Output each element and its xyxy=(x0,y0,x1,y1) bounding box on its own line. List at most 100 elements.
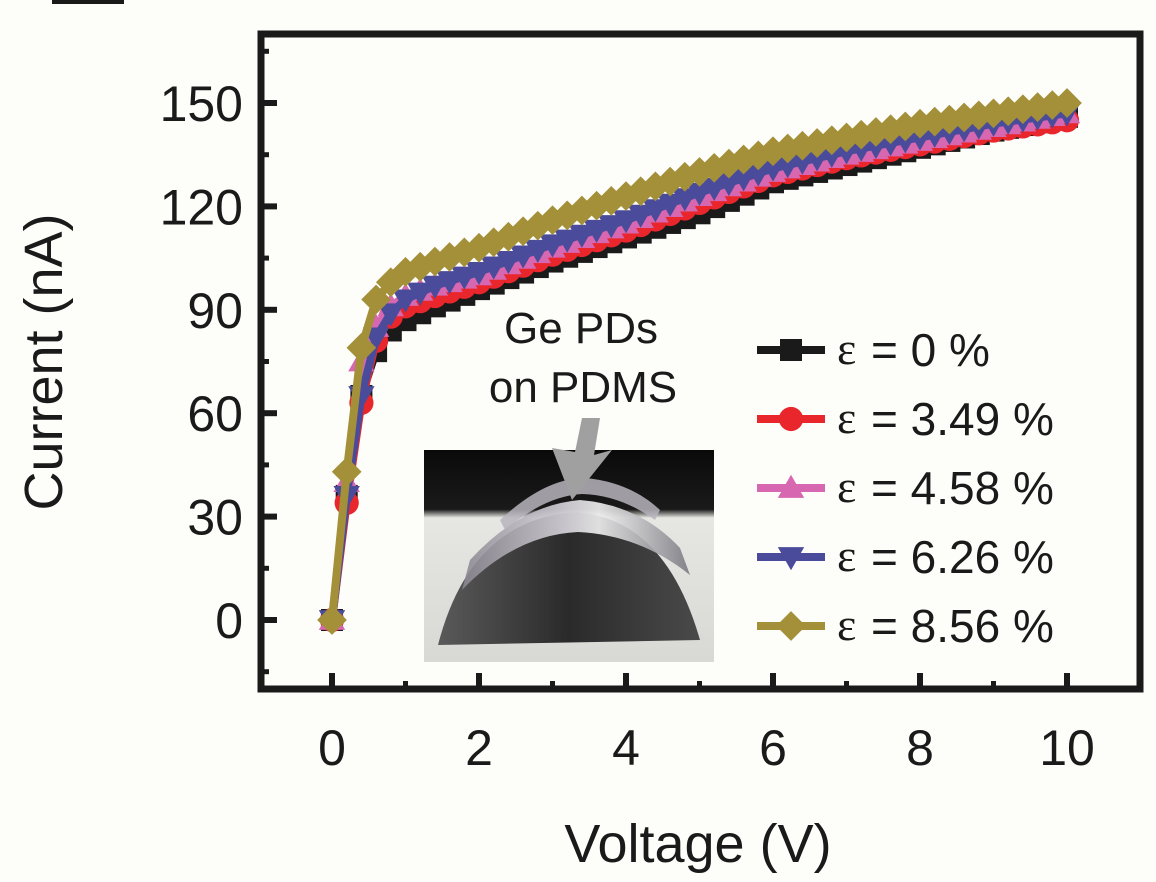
data-point xyxy=(392,289,419,313)
arrow-icon xyxy=(552,418,612,500)
series-4 xyxy=(317,88,1082,635)
data-point xyxy=(671,188,698,212)
data-point xyxy=(598,215,625,239)
x-tick-label: 8 xyxy=(906,720,934,776)
data-point xyxy=(612,210,640,234)
legend-marker xyxy=(780,339,802,361)
data-point xyxy=(875,114,906,145)
legend-epsilon: ε xyxy=(837,323,856,374)
data-point xyxy=(743,140,774,171)
legend-label: = 6.26 % xyxy=(871,531,1054,583)
data-point xyxy=(728,144,759,175)
data-point xyxy=(686,182,713,206)
legend: ε = 0 % ε = 3.49 % ε = 4.58 % ε = 6.26 % ε = 8.56… xyxy=(757,323,1054,652)
data-point xyxy=(583,219,610,244)
annotation-arrow xyxy=(552,418,612,500)
x-tick-label: 10 xyxy=(1039,720,1095,776)
legend-epsilon: ε xyxy=(837,461,856,512)
legend-item: ε = 3.49 % xyxy=(757,392,1054,445)
data-point xyxy=(596,186,627,216)
y-tick-label: 120 xyxy=(160,179,243,235)
ticks: 0 2 4 6 8 10 0 30 60 90 120 150 xyxy=(160,48,1095,776)
data-point xyxy=(317,605,347,635)
legend-label: = 0 % xyxy=(871,324,990,376)
x-axis-title: Voltage (V) xyxy=(564,814,831,874)
data-point xyxy=(508,216,538,247)
photo-pdms-strip xyxy=(462,500,690,590)
data-point xyxy=(701,177,728,201)
inset-photo xyxy=(424,450,714,662)
data-point xyxy=(361,284,391,315)
y-axis-title: Current (nA) xyxy=(14,213,74,510)
x-tick-label: 2 xyxy=(465,720,493,776)
data-point xyxy=(642,199,669,223)
data-point xyxy=(493,221,524,252)
data-point xyxy=(407,282,434,306)
data-point xyxy=(745,163,772,187)
data-point xyxy=(818,144,845,168)
annotation-line2: on PDMS xyxy=(489,363,677,412)
data-point xyxy=(655,166,685,197)
data-point xyxy=(522,210,553,241)
x-tick-label: 0 xyxy=(318,720,346,776)
data-point xyxy=(346,332,377,363)
data-point xyxy=(539,234,566,258)
data-point xyxy=(449,237,480,268)
data-point xyxy=(495,250,522,275)
legend-item: ε = 0 % xyxy=(757,323,990,376)
data-point xyxy=(1052,88,1082,118)
data-point xyxy=(434,242,465,272)
data-point xyxy=(802,128,832,158)
data-point xyxy=(656,193,684,217)
data-point xyxy=(803,148,831,172)
y-tick-label: 60 xyxy=(187,386,243,442)
data-point xyxy=(949,102,979,133)
data-point xyxy=(816,125,847,156)
data-point xyxy=(465,261,493,286)
data-point xyxy=(627,204,654,228)
data-point xyxy=(554,229,581,253)
data-point xyxy=(759,158,787,182)
data-point xyxy=(789,151,816,175)
legend-label: = 3.49 % xyxy=(871,393,1054,445)
x-tick-label: 6 xyxy=(759,720,787,776)
y-tick-label: 90 xyxy=(187,283,243,339)
data-point xyxy=(451,266,478,290)
data-point xyxy=(421,275,449,299)
data-point xyxy=(377,303,404,327)
legend-item: ε = 6.26 % xyxy=(757,530,1054,583)
y-tick-label: 150 xyxy=(160,76,243,132)
data-point xyxy=(715,173,743,197)
legend-item: ε = 4.58 % xyxy=(757,461,1054,514)
data-point xyxy=(774,155,801,179)
data-point xyxy=(730,168,757,192)
data-point xyxy=(509,245,537,269)
series-layer xyxy=(317,88,1082,635)
legend-label: = 4.58 % xyxy=(871,462,1054,514)
legend-epsilon: ε xyxy=(837,599,856,650)
legend-epsilon: ε xyxy=(837,530,856,581)
y-tick-label: 30 xyxy=(187,490,243,546)
data-point xyxy=(581,190,612,221)
legend-label: = 8.56 % xyxy=(871,600,1054,652)
legend-epsilon: ε xyxy=(837,392,856,443)
data-point xyxy=(846,119,877,150)
y-tick-label: 0 xyxy=(215,593,243,649)
annotation-line1: Ge PDs xyxy=(504,304,658,353)
data-point xyxy=(420,246,450,277)
data-point xyxy=(890,111,921,142)
data-point xyxy=(568,224,596,248)
legend-marker xyxy=(777,474,805,498)
panel-label-fragment xyxy=(52,0,124,4)
photo-device xyxy=(500,478,660,530)
data-point xyxy=(375,267,406,298)
data-point xyxy=(480,256,507,280)
data-point xyxy=(963,100,994,131)
data-point xyxy=(331,456,362,487)
legend-marker xyxy=(776,611,806,641)
data-point xyxy=(436,271,463,295)
data-point xyxy=(669,161,700,192)
x-tick-label: 4 xyxy=(612,720,640,776)
legend-item: ε = 8.56 % xyxy=(757,599,1054,652)
